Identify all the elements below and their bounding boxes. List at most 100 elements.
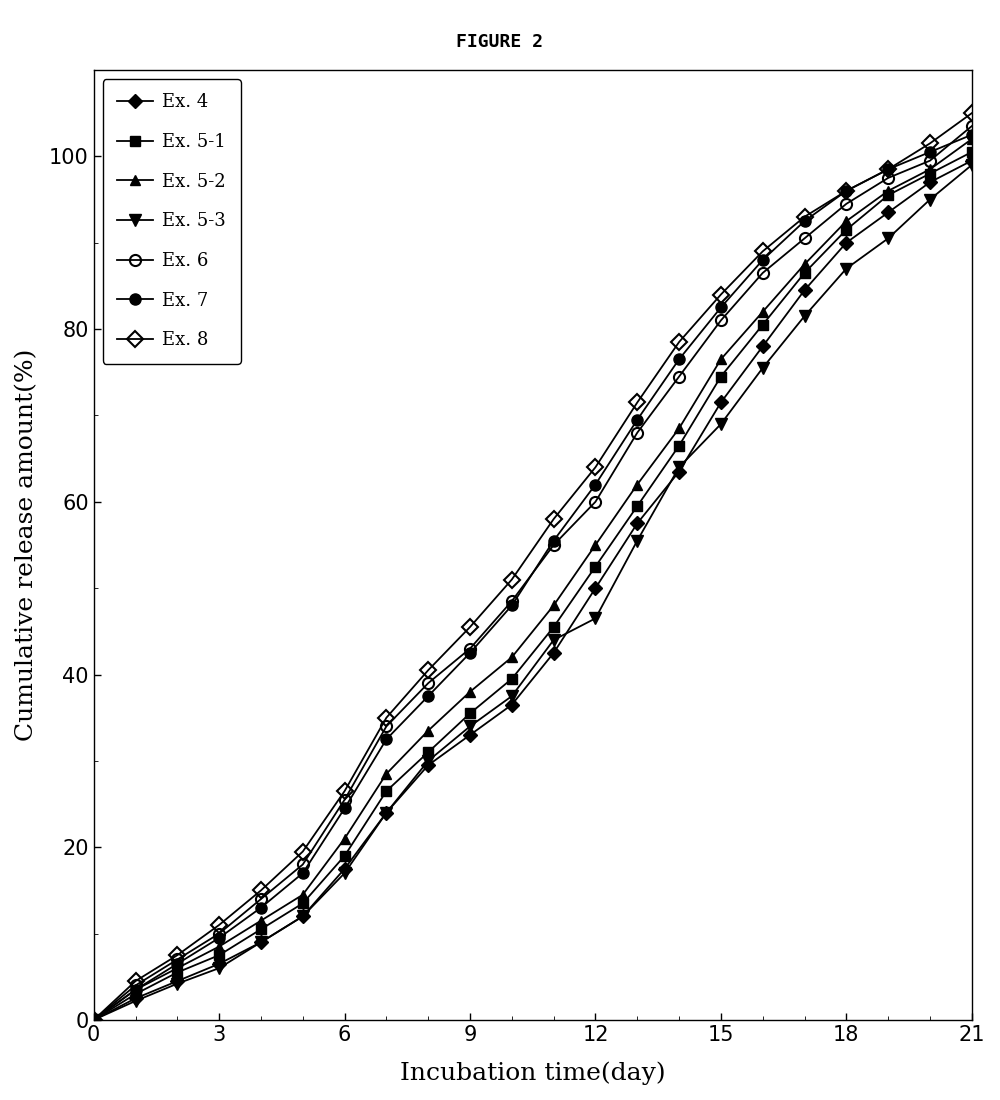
Ex. 8 [840,185,852,198]
Ex. 4 [882,206,894,219]
Ex. 6 [88,1013,100,1026]
Ex. 4 [255,936,267,949]
Ex. 4 [673,465,685,478]
Ex. 6 [799,232,811,245]
Ex. 5-1 [213,948,225,961]
Ex. 4 [799,284,811,297]
Ex. 8 [882,163,894,176]
Line: Ex. 4: Ex. 4 [89,156,977,1025]
Ex. 5-2 [255,914,267,927]
Ex. 8 [757,245,769,258]
Ex. 5-1 [631,499,643,513]
Ex. 5-1 [464,707,476,721]
Ex. 4 [88,1013,100,1026]
Ex. 5-3 [589,612,601,625]
Ex. 5-2 [213,939,225,953]
Ex. 5-1 [130,988,142,1001]
Ex. 5-3 [380,806,392,820]
Ex. 6 [130,979,142,992]
Ex. 8 [673,336,685,349]
Ex. 4 [171,975,183,988]
Ex. 7 [715,301,727,315]
Ex. 5-1 [506,672,518,685]
Ex. 5-1 [422,746,434,759]
Ex. 5-2 [297,888,309,901]
Ex. 5-2 [464,685,476,698]
Ex. 4 [422,759,434,772]
Ex. 5-1 [966,145,978,158]
Ex. 4 [757,340,769,353]
Ex. 8 [464,620,476,634]
Ex. 4 [966,154,978,167]
Ex. 7 [631,414,643,427]
Ex. 4 [464,728,476,741]
Ex. 5-2 [924,163,936,176]
Ex. 6 [840,197,852,210]
Ex. 5-3 [924,192,936,206]
Ex. 7 [966,129,978,142]
Text: FIGURE 2: FIGURE 2 [456,33,544,51]
Ex. 7 [589,477,601,491]
Ex. 5-1 [840,223,852,236]
Ex. 5-3 [631,535,643,548]
Ex. 4 [297,910,309,923]
Ex. 5-1 [548,620,560,634]
Ex. 8 [171,948,183,961]
Ex. 5-1 [715,370,727,383]
Ex. 5-3 [757,361,769,374]
Ex. 5-2 [589,538,601,551]
Ex. 4 [589,582,601,595]
Ex. 5-3 [464,719,476,733]
Ex. 5-2 [799,257,811,271]
Ex. 5-1 [673,439,685,452]
Ex. 5-3 [297,910,309,923]
Ex. 5-1 [339,849,351,862]
Ex. 5-3 [88,1013,100,1026]
Ex. 5-2 [171,961,183,975]
Ex. 7 [757,253,769,266]
Ex. 6 [715,314,727,327]
Ex. 5-3 [882,232,894,245]
Ex. 5-2 [715,353,727,366]
Ex. 5-2 [130,983,142,997]
Ex. 4 [924,176,936,189]
Ex. 7 [339,802,351,815]
Ex. 5-2 [966,132,978,145]
Y-axis label: Cumulative release amount(%): Cumulative release amount(%) [15,349,38,741]
Ex. 5-3 [255,936,267,949]
Ex. 5-1 [255,923,267,936]
Ex. 7 [171,957,183,970]
Ex. 6 [882,172,894,185]
Ex. 5-3 [548,634,560,647]
Ex. 5-2 [506,650,518,663]
Ex. 5-2 [673,421,685,434]
Line: Ex. 6: Ex. 6 [88,121,977,1025]
Ex. 8 [130,975,142,988]
X-axis label: Incubation time(day): Incubation time(day) [400,1062,666,1085]
Ex. 7 [799,214,811,228]
Ex. 8 [548,513,560,526]
Ex. 8 [339,784,351,798]
Ex. 8 [297,845,309,858]
Ex. 5-1 [589,560,601,573]
Ex. 5-3 [506,690,518,703]
Ex. 7 [840,185,852,198]
Ex. 7 [130,983,142,997]
Line: Ex. 8: Ex. 8 [88,108,977,1025]
Ex. 7 [255,901,267,914]
Ex. 5-3 [130,994,142,1008]
Ex. 5-2 [882,185,894,198]
Ex. 5-2 [548,598,560,612]
Ex. 6 [673,370,685,383]
Ex. 6 [757,266,769,279]
Ex. 6 [506,594,518,607]
Ex. 4 [715,396,727,409]
Ex. 7 [924,145,936,158]
Ex. 8 [631,396,643,409]
Ex. 6 [171,953,183,966]
Line: Ex. 5-2: Ex. 5-2 [89,134,977,1025]
Ex. 5-2 [88,1013,100,1026]
Ex. 5-1 [171,966,183,979]
Ex. 5-2 [339,832,351,845]
Ex. 4 [548,647,560,660]
